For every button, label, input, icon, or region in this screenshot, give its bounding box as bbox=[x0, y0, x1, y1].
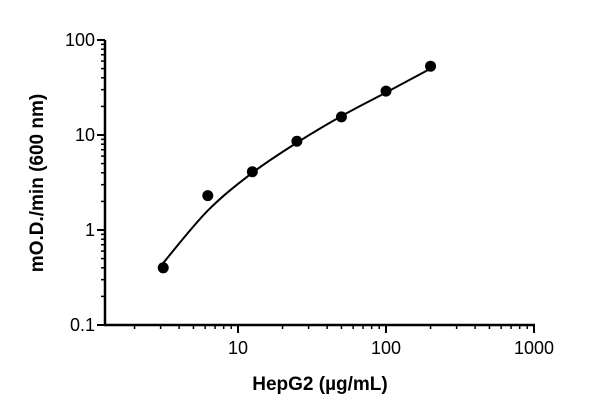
fit-curve bbox=[162, 67, 432, 264]
axes: 0.1 1 10 100 10 100 1000 bbox=[65, 30, 554, 358]
data-point bbox=[202, 190, 214, 202]
x-tick-label: 100 bbox=[371, 338, 401, 358]
data-point bbox=[246, 166, 258, 178]
y-axis-title: mO.D./min (600 nm) bbox=[27, 94, 48, 272]
y-tick-label: 100 bbox=[65, 30, 95, 50]
data-point bbox=[380, 85, 392, 97]
y-tick-label: 0.1 bbox=[70, 315, 95, 335]
data-point bbox=[425, 60, 437, 72]
x-axis-title: HepG2 (µg/mL) bbox=[252, 374, 388, 395]
data-point bbox=[157, 262, 169, 274]
fit-curve-path bbox=[162, 67, 432, 264]
y-tick-label: 1 bbox=[85, 220, 95, 240]
data-points bbox=[157, 60, 437, 274]
data-point bbox=[335, 111, 347, 123]
y-tick-label: 10 bbox=[75, 125, 95, 145]
data-point bbox=[291, 135, 303, 147]
x-tick-label: 1000 bbox=[514, 338, 554, 358]
x-tick-label: 10 bbox=[228, 338, 248, 358]
